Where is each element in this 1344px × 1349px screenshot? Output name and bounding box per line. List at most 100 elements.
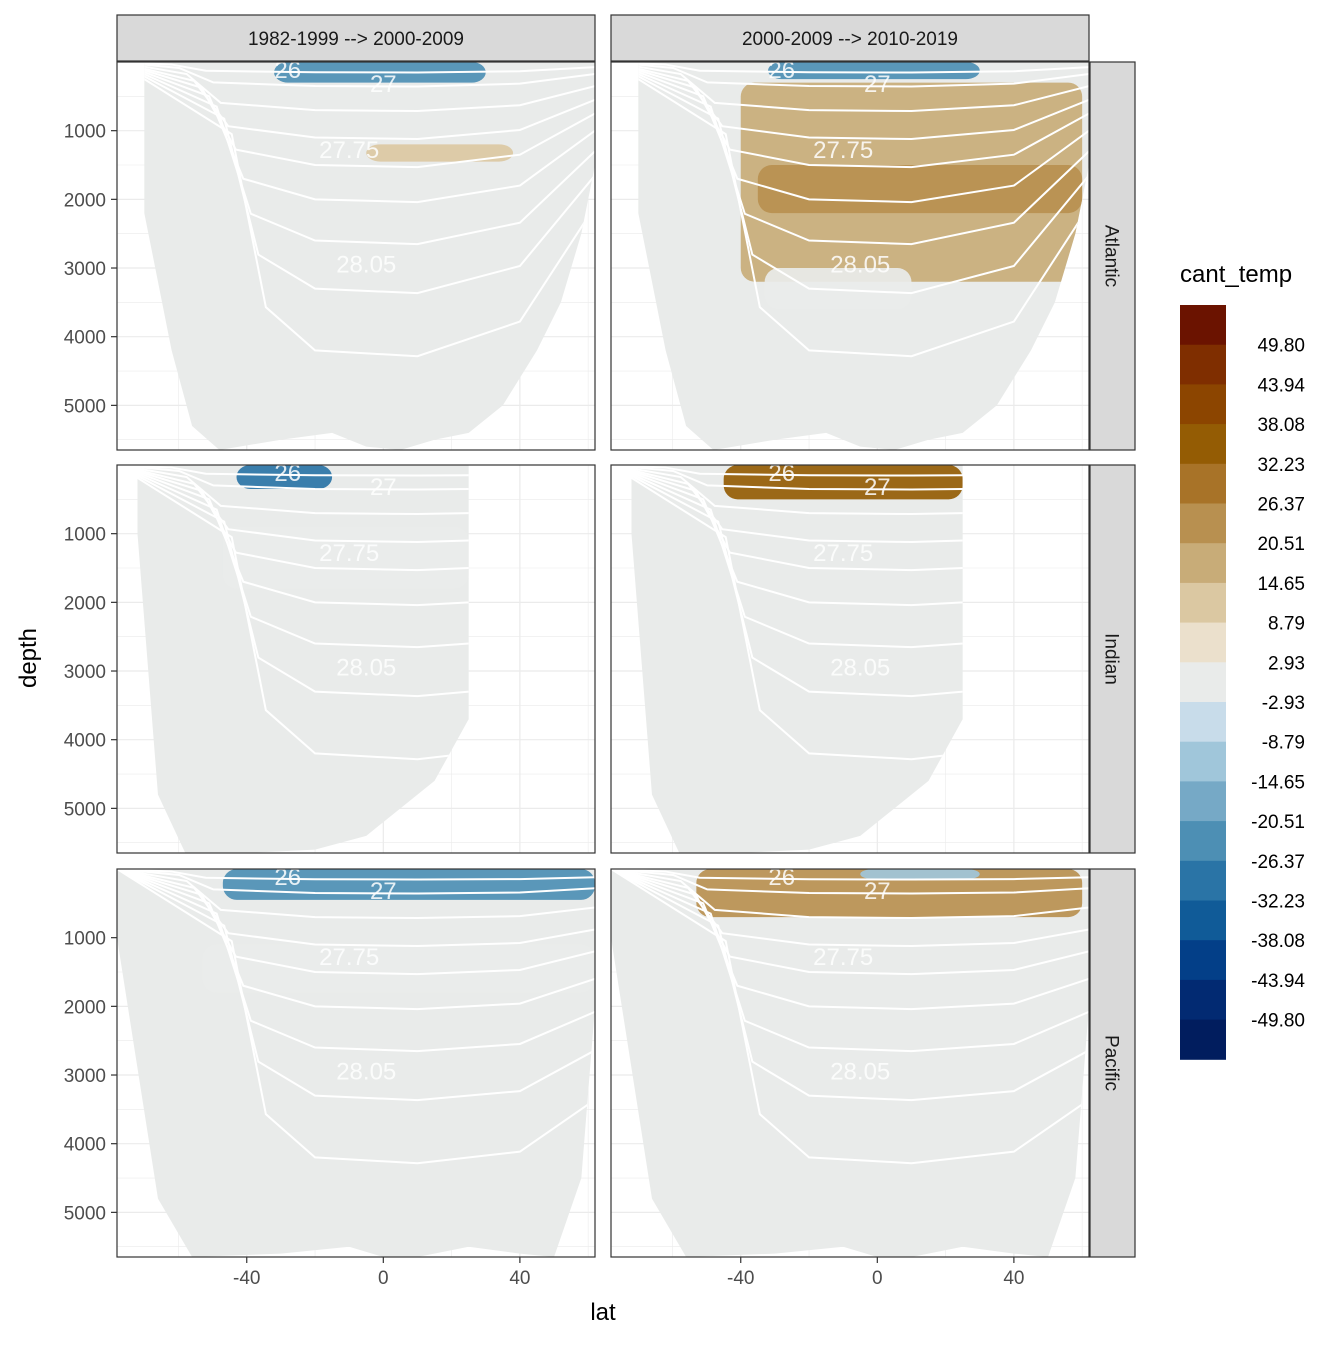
y-tick-label: 1000 — [64, 122, 106, 143]
contour-label: 26 — [768, 57, 795, 84]
isopycnal-line — [117, 869, 595, 881]
y-axis-ticks: 1000 2000 3000 4000 5000 1000 2000 3000 4000 5000… — [64, 122, 117, 1224]
legend-key — [1180, 662, 1226, 703]
contour-label: 28.05 — [830, 655, 890, 682]
legend-break-label: -2.93 — [1262, 693, 1305, 714]
isopycnal-line — [117, 869, 595, 1011]
isopycnal-line — [117, 869, 595, 895]
section-fill — [631, 465, 963, 853]
legend-key — [1180, 741, 1226, 782]
isopycnal-line — [631, 465, 963, 761]
ocean-section: 26 27 27.75 28.05 — [611, 864, 1089, 1257]
x-tick-label: -40 — [727, 1268, 754, 1289]
legend-break-label: -49.80 — [1251, 1011, 1305, 1032]
contour-label: 28.05 — [336, 655, 396, 682]
contour-label: 27.75 — [319, 137, 379, 164]
isopycnal-line — [137, 465, 469, 698]
panel-indian-2: 26 27 27.75 28.05 — [610, 464, 1090, 854]
y-tick-label: 3000 — [64, 259, 106, 280]
isopycnal-line — [611, 869, 1089, 1053]
row-strip-label: Indian — [1101, 633, 1122, 685]
legend-labels: 49.80 43.94 38.08 32.23 26.37 20.51 14.65 8.79 2… — [1251, 336, 1305, 1032]
contour-label: 27 — [370, 878, 397, 905]
density-contours — [117, 869, 595, 1165]
isopycnal-line — [117, 869, 595, 1053]
isopycnal-line — [631, 465, 963, 544]
column-strip — [116, 14, 596, 62]
density-contours — [631, 465, 963, 761]
isopycnal-line — [631, 465, 963, 649]
density-contours — [638, 62, 1089, 358]
ocean-section: 26 27 27.75 28.05 — [137, 465, 469, 853]
isopycnal-line — [137, 465, 469, 516]
data-region — [768, 62, 980, 80]
contour-label: 28.05 — [336, 252, 396, 279]
isopycnal-line — [137, 465, 469, 477]
isopycnal-line — [631, 465, 963, 477]
contour-label: 26 — [768, 864, 795, 891]
isopycnal-line — [144, 62, 596, 204]
isopycnal-line — [631, 465, 963, 572]
column-strip-label: 1982-1999 --> 2000-2009 — [248, 29, 464, 50]
isopycnal-line — [638, 62, 1089, 295]
isopycnal-line — [631, 465, 963, 607]
x-axis-ticks: -40 0 40 -40 0 40 — [233, 1257, 1024, 1289]
panel-atlantic-1: 26 27 27.75 28.05 — [116, 57, 596, 451]
legend-key — [1180, 1019, 1226, 1060]
legend-break-label: -32.23 — [1251, 892, 1305, 913]
isopycnal-line — [144, 62, 596, 74]
isopycnal-line — [137, 465, 469, 572]
contour-label: 27 — [370, 474, 397, 501]
contour-label: 27.75 — [813, 540, 873, 567]
isopycnal-line — [117, 869, 595, 1165]
data-region — [236, 465, 333, 490]
ocean-section: 26 27 27.75 28.05 — [631, 465, 963, 853]
isopycnal-line — [144, 62, 596, 358]
isopycnal-line — [638, 62, 1089, 169]
contour-label: 27 — [864, 474, 891, 501]
isopycnal-line — [638, 62, 1089, 246]
contour-label: 28.05 — [830, 1059, 890, 1086]
legend-key — [1180, 622, 1226, 663]
legend-title: cant_temp — [1180, 261, 1292, 288]
legend-key — [1180, 384, 1226, 425]
legend-key — [1180, 463, 1226, 504]
isopycnal-line — [611, 869, 1089, 1102]
row-strip — [1089, 868, 1136, 1258]
row-strip-label: Pacific — [1101, 1035, 1122, 1091]
legend-break-label: 43.94 — [1257, 375, 1305, 396]
legend: cant_temp 49.80 43.94 38.08 32.23 26.37 20.51… — [1180, 261, 1305, 1060]
isopycnal-line — [137, 465, 469, 649]
legend-break-label: 2.93 — [1268, 653, 1305, 674]
isopycnal-line — [611, 869, 1089, 920]
section-fill — [117, 869, 595, 1257]
y-tick-label: 4000 — [64, 731, 106, 752]
contour-label: 26 — [274, 57, 301, 84]
isopycnal-line — [144, 62, 596, 113]
y-tick-label: 3000 — [64, 662, 106, 683]
y-tick-label: 4000 — [64, 1135, 106, 1156]
isopycnal-line — [638, 62, 1089, 204]
y-tick-label: 2000 — [64, 593, 106, 614]
contour-label: 27 — [370, 71, 397, 98]
legend-break-label: -8.79 — [1262, 733, 1305, 754]
facet-strips: 1982-1999 --> 2000-2009 2000-2009 --> 201… — [116, 14, 1136, 1258]
isopycnal-line — [631, 465, 963, 698]
y-tick-label: 3000 — [64, 1066, 106, 1087]
isopycnal-line — [117, 869, 595, 948]
isopycnal-line — [611, 869, 1089, 895]
contour-label: 28.05 — [830, 252, 890, 279]
contour-label: 28.05 — [336, 1059, 396, 1086]
legend-break-label: -14.65 — [1251, 772, 1305, 793]
data-region — [764, 268, 912, 310]
legend-break-label: 14.65 — [1257, 574, 1305, 595]
panel-border — [116, 61, 596, 451]
legend-break-label: -38.08 — [1251, 931, 1305, 952]
isopycnal-line — [638, 62, 1089, 88]
data-region — [366, 144, 514, 162]
isopycnal-line — [631, 465, 963, 491]
legend-key — [1180, 305, 1226, 346]
density-contours — [137, 465, 469, 761]
isopycnal-line — [117, 869, 595, 1102]
